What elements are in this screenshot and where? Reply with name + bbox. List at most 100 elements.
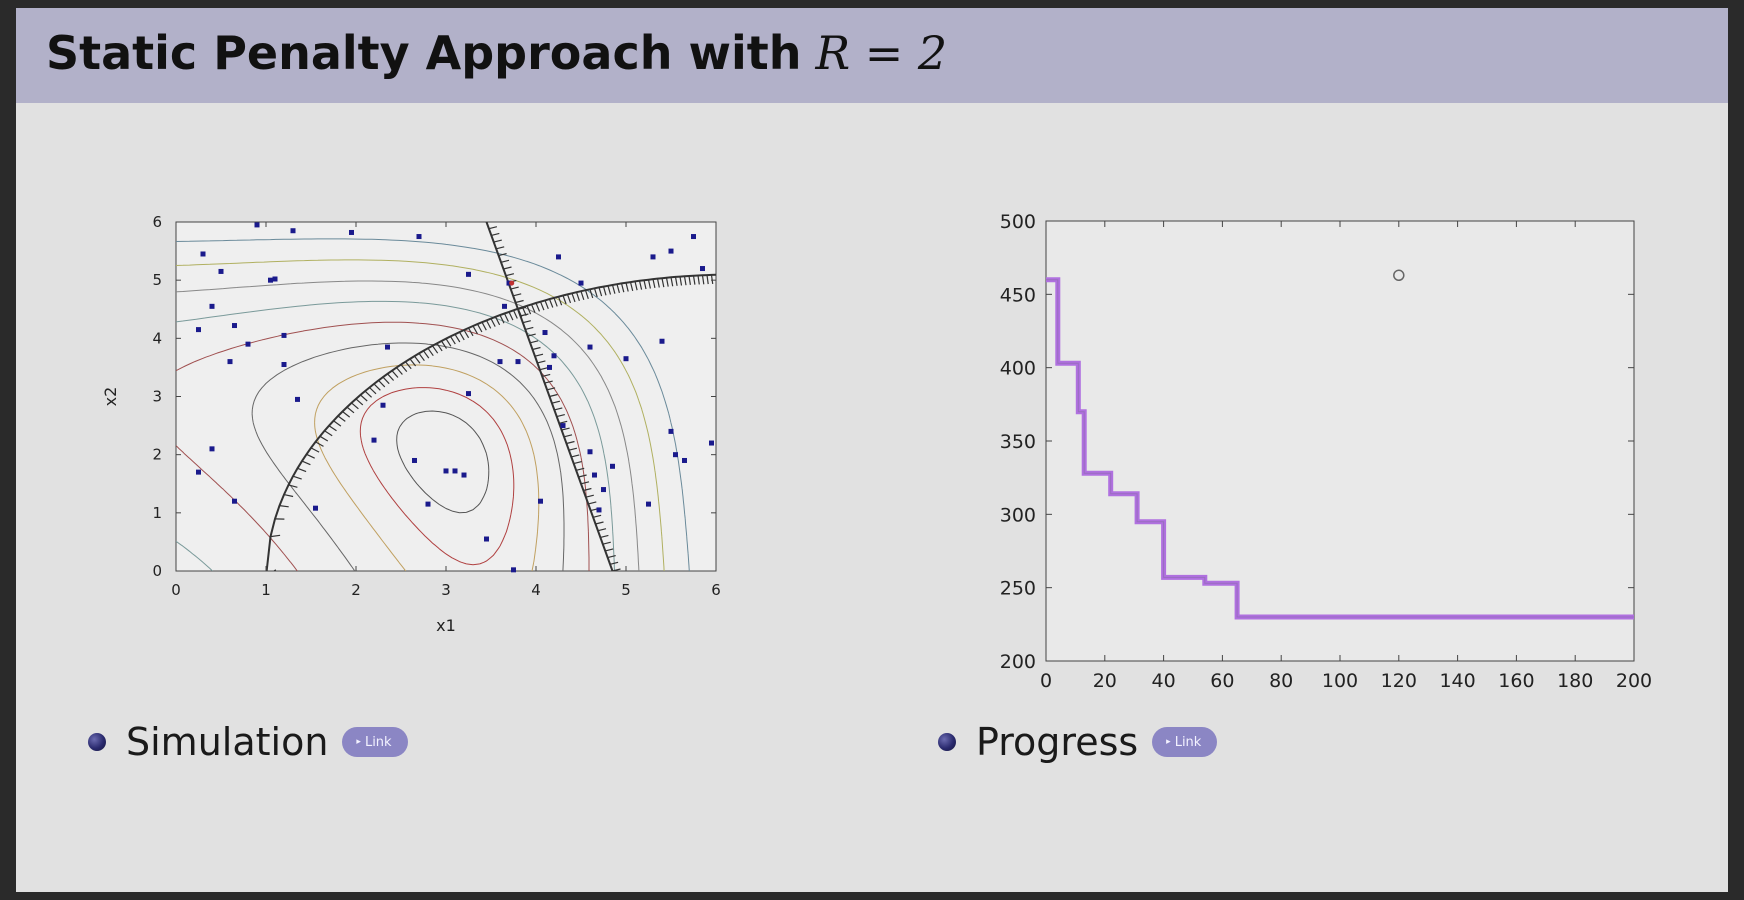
title-text: Static Penalty Approach with bbox=[46, 26, 802, 80]
data-point bbox=[209, 303, 215, 309]
x-tick-label: 120 bbox=[1381, 670, 1417, 688]
x-tick-label: 100 bbox=[1322, 670, 1358, 688]
y-tick-label: 300 bbox=[1000, 504, 1036, 526]
data-point bbox=[466, 391, 471, 397]
y-tick-label: 250 bbox=[1000, 578, 1036, 600]
data-point bbox=[290, 228, 296, 234]
data-point bbox=[601, 487, 606, 493]
data-point bbox=[461, 472, 467, 478]
x-tick-label: 140 bbox=[1439, 670, 1475, 688]
data-point bbox=[578, 280, 584, 286]
triangle-right-icon: ▸ bbox=[356, 737, 361, 747]
data-point bbox=[668, 248, 674, 254]
data-point bbox=[538, 498, 543, 504]
bullet-simulation: Simulation ▸ Link bbox=[88, 720, 408, 764]
data-point bbox=[268, 277, 273, 283]
plot-area bbox=[1045, 220, 1635, 662]
x-tick-label: 5 bbox=[621, 581, 631, 599]
x-tick-label: 80 bbox=[1269, 670, 1293, 688]
x-tick-label: 0 bbox=[171, 581, 181, 599]
data-point bbox=[623, 356, 629, 362]
data-point bbox=[515, 359, 521, 365]
data-point bbox=[691, 234, 696, 240]
plot-area bbox=[175, 221, 717, 572]
y-tick-label: 0 bbox=[152, 562, 162, 580]
progress-link-button[interactable]: ▸ Link bbox=[1152, 727, 1218, 757]
data-point bbox=[295, 396, 300, 402]
x-tick-label: 3 bbox=[441, 581, 451, 599]
y-tick-label: 500 bbox=[1000, 211, 1036, 233]
x-tick-label: 4 bbox=[531, 581, 541, 599]
data-point bbox=[281, 332, 287, 338]
data-point bbox=[385, 344, 390, 350]
x-tick-label: 2 bbox=[351, 581, 361, 599]
contour-line bbox=[396, 410, 490, 514]
contour-line bbox=[176, 280, 640, 571]
data-point bbox=[646, 501, 651, 507]
bullet-icon bbox=[88, 733, 106, 751]
x-tick-label: 40 bbox=[1152, 670, 1176, 688]
y-tick-label: 450 bbox=[1000, 284, 1036, 306]
data-point bbox=[209, 446, 215, 452]
data-point bbox=[673, 452, 678, 458]
x-tick-label: 20 bbox=[1093, 670, 1117, 688]
data-point bbox=[650, 254, 656, 260]
y-tick-label: 4 bbox=[152, 329, 162, 347]
scatter-chart: 0 1 2 3 4 5 6 0 1 2 3 4 5 6 x1 x2 bbox=[101, 213, 721, 635]
page-title: Static Penalty Approach with R = 2 bbox=[46, 26, 947, 80]
data-point bbox=[682, 457, 687, 463]
data-point bbox=[709, 440, 714, 446]
data-point bbox=[560, 423, 566, 429]
y-tick-label: 200 bbox=[1000, 651, 1036, 673]
triangle-right-icon: ▸ bbox=[1166, 737, 1171, 747]
x-axis-label: x1 bbox=[436, 616, 456, 635]
data-point bbox=[254, 222, 260, 228]
data-point bbox=[511, 567, 516, 573]
data-point bbox=[556, 254, 561, 260]
data-point bbox=[232, 323, 237, 329]
contour-line bbox=[251, 342, 565, 571]
data-point bbox=[484, 536, 489, 542]
bullet-progress: Progress ▸ Link bbox=[938, 720, 1218, 764]
data-point bbox=[587, 449, 593, 455]
y-tick-label: 3 bbox=[152, 388, 162, 406]
data-point bbox=[610, 463, 615, 469]
simulation-link-button[interactable]: ▸ Link bbox=[342, 727, 408, 757]
data-point bbox=[587, 344, 593, 350]
x-tick-label: 180 bbox=[1557, 670, 1593, 688]
x-tick-label: 200 bbox=[1616, 670, 1652, 688]
data-point bbox=[551, 353, 557, 359]
y-tick-label: 2 bbox=[152, 446, 162, 464]
y-tick-label: 350 bbox=[1000, 431, 1036, 453]
data-point bbox=[272, 276, 278, 282]
contour-line bbox=[176, 300, 615, 571]
data-point bbox=[506, 280, 512, 286]
data-point bbox=[200, 251, 206, 257]
data-point bbox=[416, 234, 422, 240]
data-point bbox=[232, 498, 237, 504]
data-point bbox=[700, 266, 705, 272]
progress-chart: 0 20 40 60 80 100 120 140 160 180 200 200 250 300 350 4… bbox=[1000, 211, 1652, 688]
data-point bbox=[592, 472, 597, 478]
title-bar: Static Penalty Approach with R = 2 bbox=[16, 8, 1728, 103]
constraint-arc-hatch bbox=[270, 274, 714, 571]
bullet-label: Simulation bbox=[126, 720, 329, 764]
x-tick-label: 160 bbox=[1498, 670, 1534, 688]
bullet-label: Progress bbox=[976, 720, 1139, 764]
data-point bbox=[380, 402, 386, 408]
y-tick-label: 6 bbox=[152, 213, 162, 231]
marker-circle bbox=[1393, 269, 1405, 282]
contour-line bbox=[176, 259, 665, 571]
y-tick-label: 400 bbox=[1000, 358, 1036, 380]
link-label: Link bbox=[364, 734, 392, 750]
data-point bbox=[596, 507, 602, 513]
data-point bbox=[497, 359, 503, 365]
data-point bbox=[196, 327, 201, 333]
data-point bbox=[659, 338, 665, 344]
data-point bbox=[281, 362, 287, 368]
y-tick-label: 1 bbox=[152, 504, 162, 522]
data-point bbox=[313, 505, 318, 511]
data-point bbox=[502, 303, 507, 309]
constraint-line-hatch bbox=[486, 222, 621, 571]
data-point bbox=[443, 468, 449, 474]
